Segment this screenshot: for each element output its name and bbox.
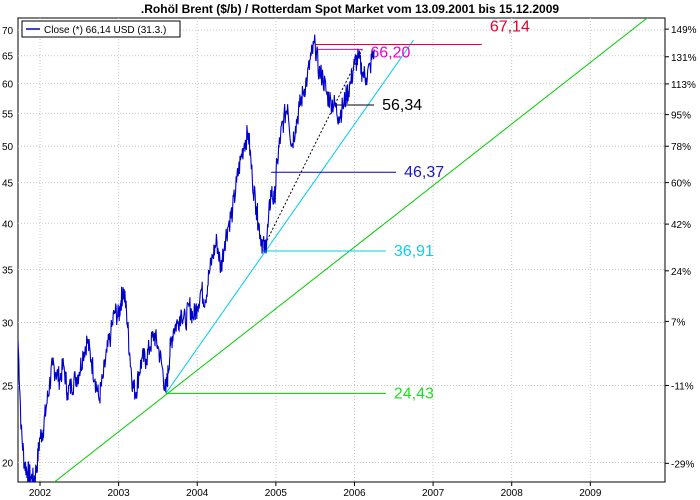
y-tick-label-right: -11% (671, 381, 694, 392)
plot-area (17, 17, 666, 483)
y-tick-label-right: 78% (671, 142, 691, 153)
trend-line (261, 49, 363, 252)
x-tick-label: 2007 (422, 488, 445, 499)
series-line (18, 34, 375, 482)
y-tick-label-right: 131% (671, 53, 697, 64)
y-tick-label-right: 42% (671, 220, 691, 231)
level-label: 56,34 (382, 97, 422, 114)
x-tick-label: 2008 (501, 488, 524, 499)
y-tick-label-right: 95% (671, 111, 691, 122)
y-tick-label-left: 45 (2, 179, 14, 190)
y-tick-label-right: 149% (671, 25, 697, 36)
legend-box (21, 20, 181, 38)
x-tick-label: 2009 (579, 488, 602, 499)
level-label: 67,14 (490, 19, 530, 36)
level-label: 66,20 (370, 44, 410, 61)
y-tick-label-left: 20 (2, 458, 14, 469)
x-tick-label: 2002 (29, 488, 52, 499)
y-tick-label-left: 35 (2, 265, 14, 276)
x-tick-label: 2003 (108, 488, 131, 499)
y-tick-label-right: -29% (671, 459, 694, 470)
y-tick-label-left: 40 (2, 219, 14, 230)
chart-title: .Rohöl Brent ($/b) / Rotterdam Spot Mark… (140, 2, 560, 16)
y-tick-label-left: 70 (2, 26, 14, 37)
y-tick-label-left: 50 (2, 142, 14, 153)
x-tick-label: 2006 (343, 488, 366, 499)
y-tick-label-right: 7% (671, 317, 686, 328)
y-tick-label-right: 60% (671, 179, 691, 190)
trend-line (165, 39, 414, 394)
y-tick-label-left: 65 (2, 52, 14, 63)
y-tick-label-left: 25 (2, 381, 14, 392)
y-tick-label-left: 55 (2, 109, 14, 120)
y-tick-label-left: 60 (2, 79, 14, 90)
y-tick-label-right: 24% (671, 267, 691, 278)
level-label: 36,91 (394, 243, 434, 260)
level-label: 46,37 (404, 164, 444, 181)
x-tick-label: 2004 (186, 488, 209, 499)
x-tick-label: 2005 (265, 488, 288, 499)
trend-line (53, 18, 648, 482)
y-tick-label-right: 113% (671, 80, 696, 91)
level-label: 24,43 (394, 385, 434, 402)
y-tick-label-left: 30 (2, 319, 14, 330)
legend-label: Close (*) 66,14 USD (31.3.) (44, 25, 166, 36)
